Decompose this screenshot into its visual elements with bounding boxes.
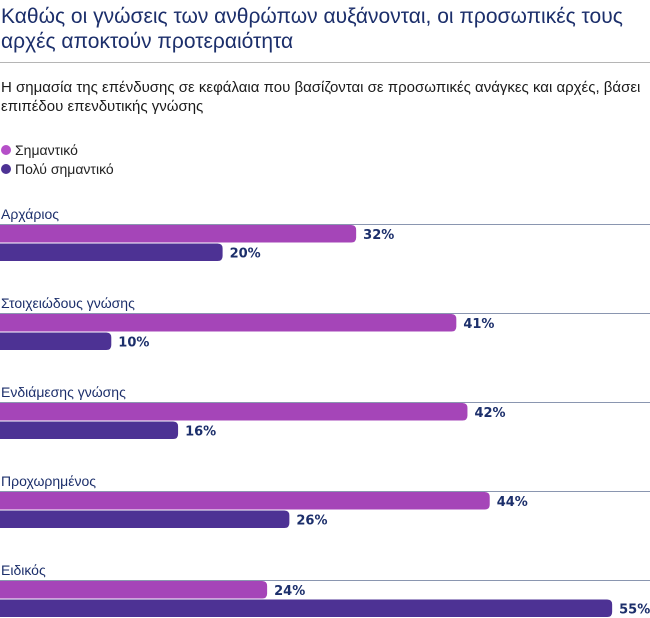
data-label: 44%: [497, 495, 528, 510]
bar-very-important: [0, 243, 223, 261]
chart-title: Η σημασία της επένδυσης σε κεφάλαια που …: [1, 79, 641, 115]
bar-important: [0, 314, 457, 332]
bar-very-important: [0, 599, 613, 617]
bar-important: [0, 492, 490, 510]
bar-very-important: [0, 332, 112, 350]
divider: [0, 62, 650, 63]
bar-very-important: [0, 510, 290, 528]
data-label: 42%: [474, 406, 505, 421]
bar-important: [0, 225, 357, 243]
data-label: 55%: [619, 602, 650, 617]
category-label: Ενδιάμεσης γνώσης: [1, 384, 126, 400]
legend: Σημαντικό Πολύ σημαντικό: [1, 140, 114, 178]
data-label: 26%: [296, 513, 327, 528]
data-label: 41%: [463, 317, 494, 332]
legend-item-very-important: Πολύ σημαντικό: [1, 159, 114, 178]
legend-swatch-very-important: [1, 163, 11, 174]
bar-very-important: [0, 421, 179, 439]
legend-label: Σημαντικό: [15, 141, 78, 158]
bar-important: [0, 403, 468, 421]
category-label: Στοιχειώδους γνώσης: [1, 295, 135, 311]
data-label: 20%: [230, 246, 261, 261]
category-label: Ειδικός: [1, 562, 46, 578]
legend-swatch-important: [1, 144, 11, 155]
data-label: 16%: [185, 424, 216, 439]
legend-label: Πολύ σημαντικό: [15, 160, 114, 177]
page-title: Καθώς οι γνώσεις των ανθρώπων αυξάνονται…: [1, 5, 623, 53]
legend-item-important: Σημαντικό: [1, 140, 114, 159]
category-label: Αρχάριος: [1, 206, 59, 222]
category-label: Προχωρημένος: [1, 473, 96, 489]
data-label: 24%: [274, 584, 305, 599]
data-label: 32%: [363, 228, 394, 243]
data-label: 10%: [118, 335, 149, 350]
bar-important: [0, 581, 268, 599]
